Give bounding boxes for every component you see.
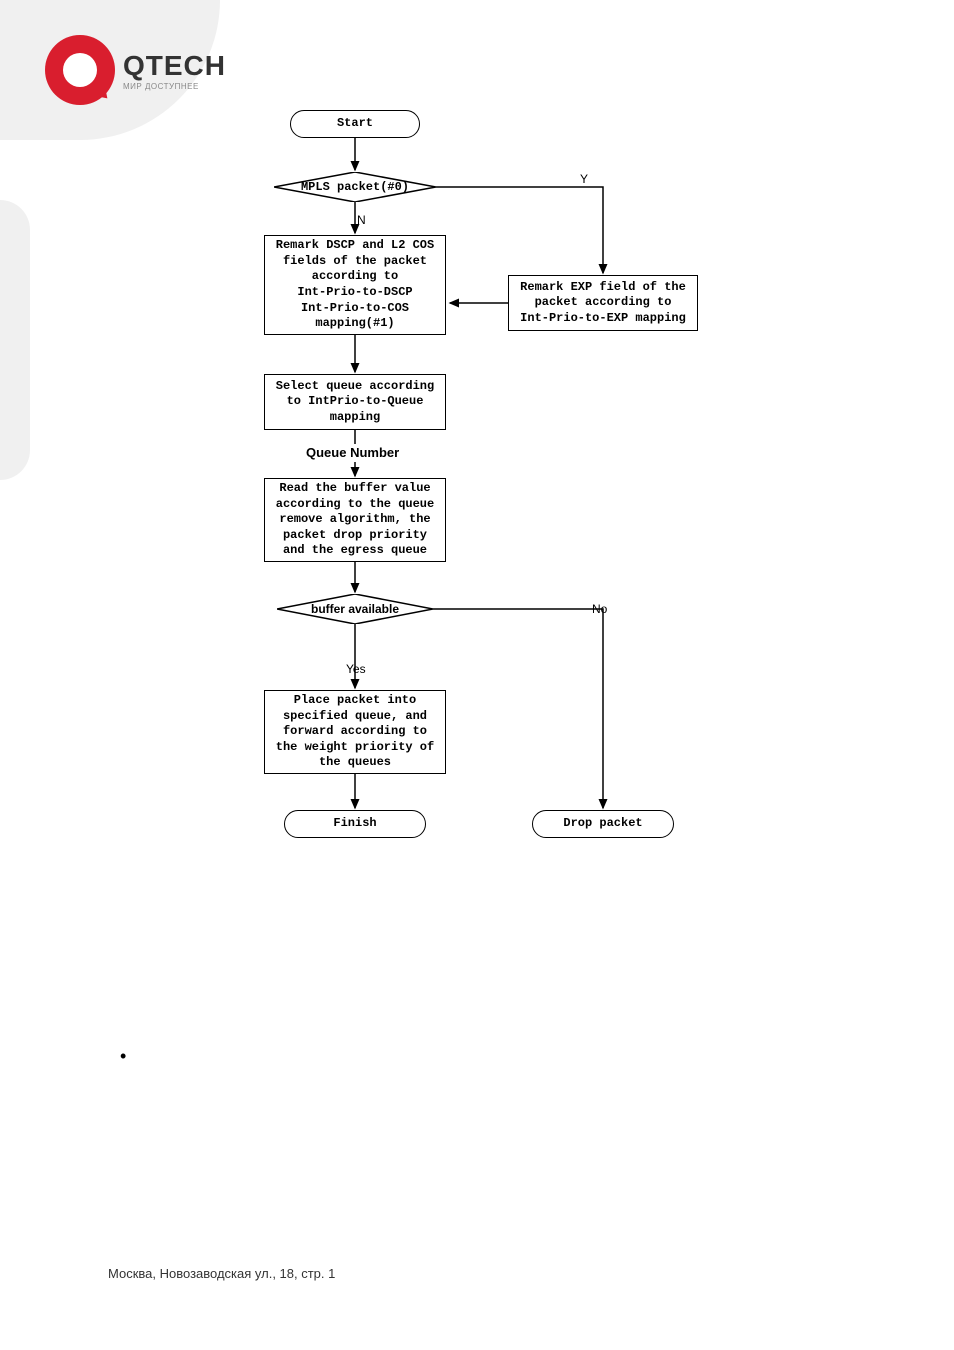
node-remark-dscp: Remark DSCP and L2 COS fields of the pac… xyxy=(264,235,446,335)
node-read-buffer-label: Read the buffer value according to the q… xyxy=(276,481,434,559)
node-mpls-decision: MPLS packet(#0) xyxy=(274,172,436,202)
logo-brand-text: QTECH xyxy=(123,50,226,82)
node-drop-packet-label: Drop packet xyxy=(563,816,642,832)
node-finish-label: Finish xyxy=(333,816,376,832)
node-place-packet: Place packet into specified queue, and f… xyxy=(264,690,446,774)
node-select-queue: Select queue according to IntPrio-to-Que… xyxy=(264,374,446,430)
edge-label-no: No xyxy=(592,602,607,616)
node-drop-packet: Drop packet xyxy=(532,810,674,838)
edge-label-yes: Yes xyxy=(346,662,366,676)
logo-tagline: МИР ДОСТУПНЕЕ xyxy=(123,82,226,91)
node-select-queue-label: Select queue according to IntPrio-to-Que… xyxy=(276,379,434,426)
queue-number-label: Queue Number xyxy=(306,445,399,460)
node-finish: Finish xyxy=(284,810,426,838)
footer-address: Москва, Новозаводская ул., 18, стр. 1 xyxy=(108,1266,335,1281)
node-remark-exp-label: Remark EXP field of the packet according… xyxy=(520,280,686,327)
node-remark-dscp-label: Remark DSCP and L2 COS fields of the pac… xyxy=(276,238,434,332)
node-read-buffer: Read the buffer value according to the q… xyxy=(264,478,446,562)
node-remark-exp: Remark EXP field of the packet according… xyxy=(508,275,698,331)
logo: QTECH МИР ДОСТУПНЕЕ xyxy=(45,35,226,105)
logo-mark xyxy=(45,35,115,105)
node-buffer-available-label: buffer available xyxy=(311,602,399,616)
node-mpls-label: MPLS packet(#0) xyxy=(301,180,409,194)
edge-label-y: Y xyxy=(580,172,588,186)
bullet-mark: • xyxy=(120,1046,126,1067)
node-start-label: Start xyxy=(337,116,373,132)
node-buffer-available: buffer available xyxy=(277,594,433,624)
node-place-packet-label: Place packet into specified queue, and f… xyxy=(276,693,434,771)
edge-label-n: N xyxy=(357,213,366,227)
side-bg xyxy=(0,200,30,480)
node-start: Start xyxy=(290,110,420,138)
